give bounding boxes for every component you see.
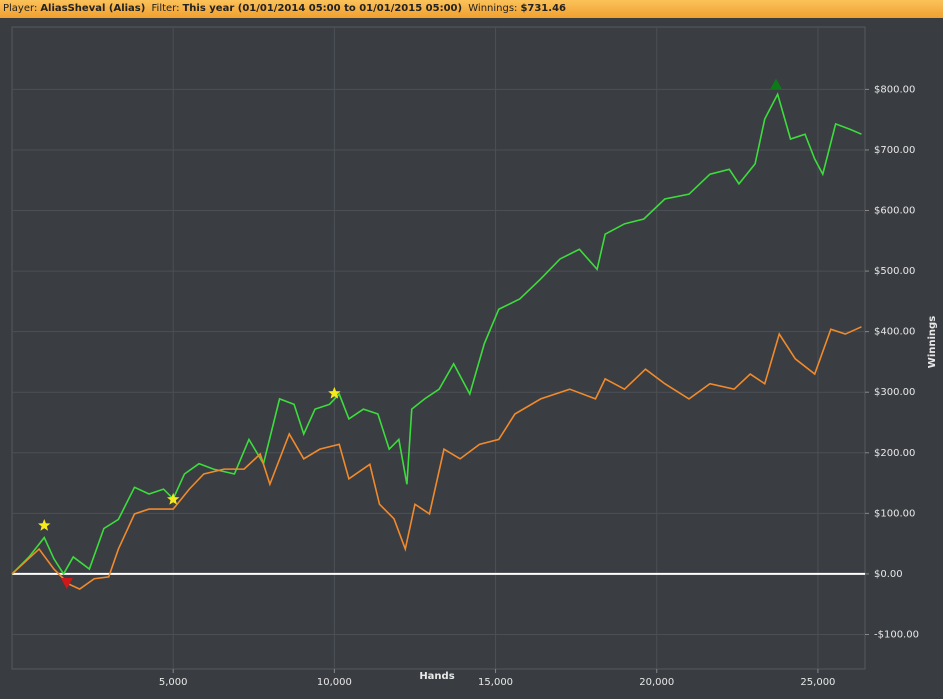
plot-area <box>11 26 866 670</box>
y-axis-title: Winnings <box>927 316 938 368</box>
chart: Hands Winnings -$100.00 $0.00 $100.00 $200.… <box>11 26 938 688</box>
y-tick-label: $500.00 <box>874 266 915 277</box>
marker-triangle-down <box>60 577 73 589</box>
filter-label: Filter: <box>151 3 180 14</box>
y-tick-label: $600.00 <box>874 206 915 217</box>
y-tick-label: $0.00 <box>874 569 903 580</box>
player-name: AliasSheval (Alias) <box>40 3 146 14</box>
marker-star <box>38 518 51 531</box>
series-line <box>11 92 862 576</box>
winnings-value: $731.46 <box>520 3 566 14</box>
x-tick-label: 15,000 <box>478 677 513 688</box>
y-tick-label: $100.00 <box>874 508 915 519</box>
x-tick-label: 10,000 <box>317 677 352 688</box>
marker-star <box>167 492 180 505</box>
x-axis-title: Hands <box>419 671 454 682</box>
x-tick-label: 5,000 <box>159 677 188 688</box>
series-line <box>11 326 862 590</box>
y-tick-label: $800.00 <box>874 84 915 95</box>
x-tick-label: 20,000 <box>639 677 674 688</box>
y-tick-label: -$100.00 <box>874 629 919 640</box>
x-tick-label: 25,000 <box>800 677 835 688</box>
marker-star <box>328 386 341 399</box>
y-tick-label: $300.00 <box>874 387 915 398</box>
y-tick-label: $400.00 <box>874 327 915 338</box>
header-bar: Player: AliasSheval (Alias) Filter: This y… <box>0 0 943 18</box>
winnings-label: Winnings: <box>468 3 518 14</box>
filter-value: This year (01/01/2014 05:00 to 01/01/201… <box>182 3 463 14</box>
marker-triangle-up <box>770 78 783 90</box>
player-label: Player: <box>3 3 38 14</box>
y-tick-label: $200.00 <box>874 448 915 459</box>
y-tick-label: $700.00 <box>874 145 915 156</box>
